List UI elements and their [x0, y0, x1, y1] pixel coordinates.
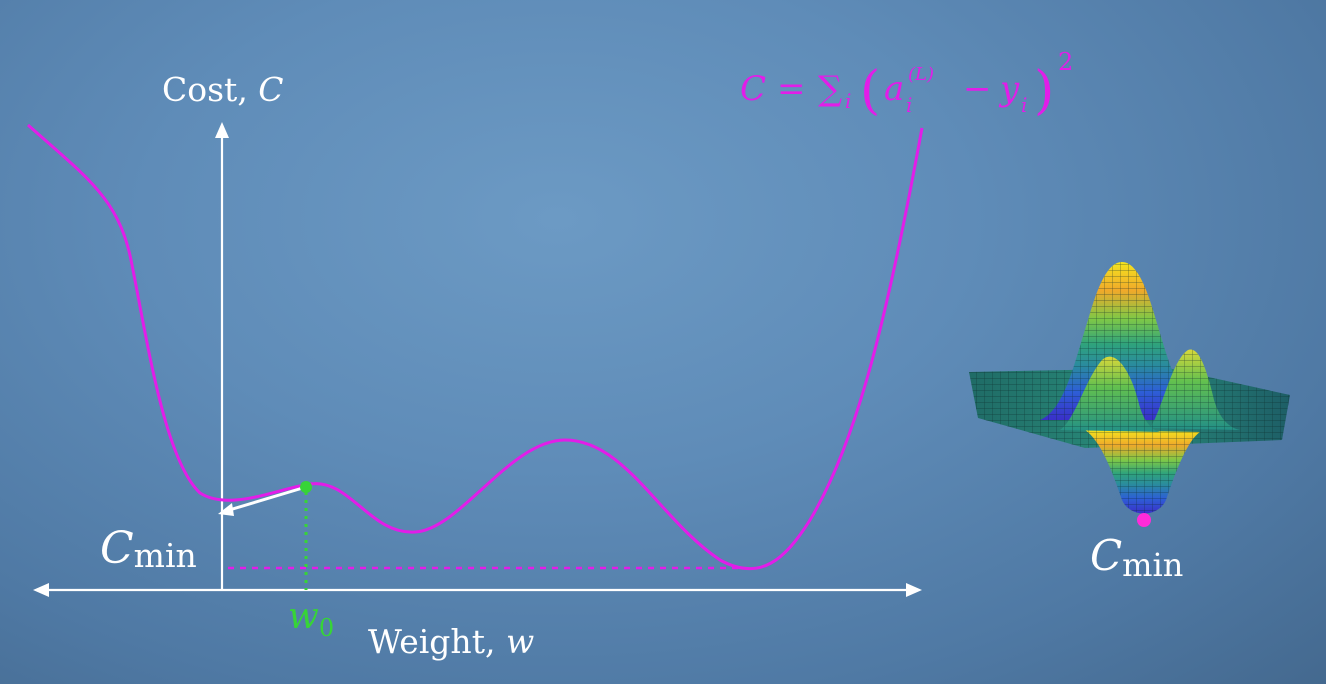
- cost-curve: [27, 123, 924, 571]
- gradient-step-arrow: [218, 485, 307, 516]
- svg-text:): ): [1034, 61, 1054, 121]
- x-axis-arrowhead-right: [906, 583, 922, 597]
- svg-text:(L): (L): [908, 64, 934, 85]
- cost-surface-3d: [969, 262, 1290, 527]
- svg-text:a: a: [884, 69, 904, 109]
- x-axis-label: Weight, w: [368, 622, 534, 661]
- x-axis-arrowhead-left: [33, 583, 49, 597]
- axes: [33, 122, 922, 597]
- cmin-label: Cmin: [100, 523, 197, 575]
- svg-text:C: C: [740, 69, 766, 109]
- y-axis-arrowhead: [215, 122, 229, 138]
- svg-text:i: i: [1021, 93, 1027, 117]
- svg-text:(: (: [860, 61, 880, 121]
- svg-text:y: y: [998, 69, 1020, 109]
- svg-text:i: i: [906, 93, 912, 117]
- svg-text:2: 2: [1058, 48, 1073, 76]
- svg-text:i: i: [845, 89, 851, 113]
- cost-formula: C = ∑ i ( a (L) i − y i ) 2: [740, 48, 1073, 121]
- svg-text:=: =: [777, 69, 806, 109]
- svg-text:∑: ∑: [818, 69, 842, 109]
- svg-text:−: −: [963, 69, 992, 109]
- surface-minimum-point: [1137, 513, 1151, 527]
- surface-cmin-label: Cmin: [1090, 531, 1183, 584]
- y-axis-label: Cost, C: [162, 70, 284, 109]
- w0-label: w0: [288, 596, 334, 642]
- initial-weight-point: [300, 481, 312, 493]
